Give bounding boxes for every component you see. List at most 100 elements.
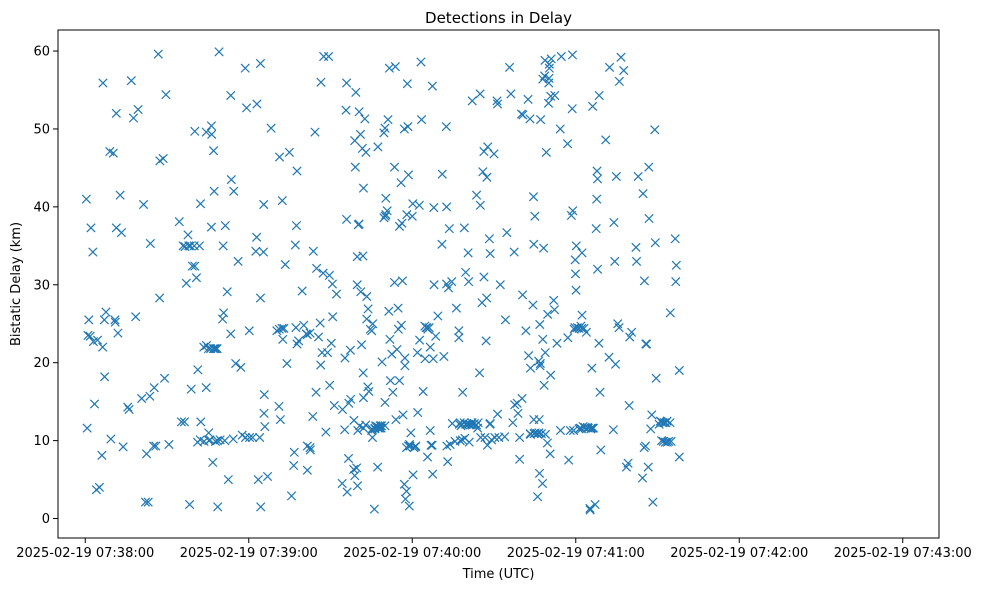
data-point [190,261,200,271]
data-point [308,411,318,422]
data-point [674,365,684,376]
data-point [671,260,681,270]
data-point [174,217,184,227]
data-point [110,317,120,327]
data-point [571,241,581,251]
data-point [513,408,523,418]
data-point [662,416,672,426]
data-point [324,270,335,281]
data-point [373,142,383,152]
data-point [608,425,618,435]
data-point [425,342,435,352]
data-point [402,210,412,220]
data-point [84,315,94,325]
data-point [445,439,455,450]
data-point [427,81,438,91]
data-point [604,62,615,73]
data-point [286,491,297,501]
data-point [164,439,174,450]
data-point [479,146,489,157]
data-point [624,400,634,411]
data-point [538,243,549,253]
data-point [443,457,453,467]
data-point [433,311,443,321]
data-point [123,402,133,412]
data-point [352,481,363,491]
data-point [674,452,684,462]
data-point [179,417,190,427]
y-axis-ticks: 0 10 20 30 40 50 60 [33,45,58,527]
data-point [671,277,681,287]
data-point [253,474,263,485]
data-point [89,399,100,409]
data-point [459,223,469,233]
data-point [260,421,270,432]
data-point [369,504,379,514]
data-point [328,312,338,322]
data-point [181,278,191,288]
data-point [411,441,421,451]
data-point [124,404,134,415]
data-point [213,502,223,512]
data-point [614,76,624,87]
y-tick-label: 0 [42,512,50,527]
data-point [149,383,159,393]
data-point [362,314,372,324]
data-point [500,432,510,442]
data-point [207,129,217,140]
data-point [153,49,163,59]
data-point [176,417,187,427]
data-point [277,196,287,206]
data-point [389,277,400,288]
data-point [190,126,200,136]
data-point [402,79,412,89]
data-point [485,248,495,259]
data-point [427,440,437,450]
data-point [473,418,483,428]
data-point [82,423,92,433]
data-point [340,425,350,435]
x-tick-label: 2025-02-19 07:38:00 [16,546,154,561]
data-point [187,261,197,271]
data-point [351,87,361,97]
data-point [358,183,369,193]
data-point [407,211,417,221]
data-point [425,425,435,436]
data-point [133,104,143,115]
data-point [594,338,604,348]
chart-title: Detections in Delay [425,9,572,27]
data-point [289,460,299,471]
data-point [226,329,236,339]
x-tick-label: 2025-02-19 07:40:00 [343,546,481,561]
data-point [625,332,635,342]
data-point [523,351,534,361]
data-point [546,370,556,380]
data-point [517,290,528,300]
x-tick-label: 2025-02-19 07:39:00 [180,546,318,561]
data-point [670,234,680,244]
data-point [592,264,603,274]
data-point [441,202,452,212]
data-point [609,217,619,228]
data-point [518,110,528,120]
data-point [108,148,118,158]
data-point [341,105,351,115]
data-point [492,96,502,106]
data-point [399,479,409,489]
data-point [140,497,151,507]
data-point [252,99,262,109]
data-point [509,247,519,257]
y-axis-label: Bistatic Delay (km) [9,222,24,346]
data-point [521,326,531,336]
data-point [258,247,269,257]
data-point [555,124,565,134]
data-point [291,323,301,333]
data-point [210,344,220,354]
data-point [255,293,266,303]
data-point [322,347,333,358]
data-point [482,293,492,303]
data-point [220,435,230,446]
data-point [240,63,250,73]
data-point [585,503,595,514]
